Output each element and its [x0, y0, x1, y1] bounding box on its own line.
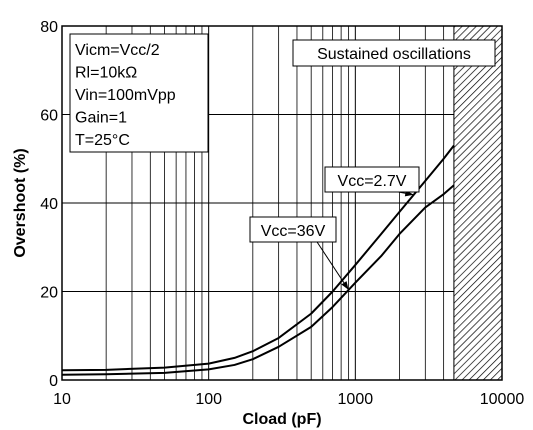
plot-frame	[61, 25, 503, 381]
x-tick-label: 10000	[480, 391, 525, 408]
oscillation-hatch	[453, 25, 503, 381]
condition-text: Vicm=Vcc/2	[75, 42, 160, 59]
series-label-arrow	[316, 241, 350, 291]
series-label-box	[249, 216, 337, 243]
condition-text: Rl=10kΩ	[75, 65, 137, 82]
conditions-box	[69, 33, 209, 153]
oscillation-region	[453, 25, 503, 381]
x-tick-label: 100	[195, 391, 222, 408]
y-tick-label: 0	[49, 373, 58, 390]
condition-text: Gain=1	[75, 110, 127, 127]
arrow-head	[341, 281, 349, 290]
y-tick-label: 60	[40, 108, 58, 125]
series-label: Vcc=2.7V	[338, 173, 407, 190]
region-label-box	[292, 39, 496, 67]
x-tick-label: 10	[53, 391, 71, 408]
plot-border	[61, 25, 503, 381]
annotations: Vicm=Vcc/2 Rl=10kΩ Vin=100mVpp Gain=1 T=25°C…	[69, 33, 496, 291]
series-line-1	[61, 184, 455, 376]
region-label: Sustained oscillations	[317, 46, 471, 63]
y-tick-label: 80	[40, 19, 58, 36]
condition-text: Vin=100mVpp	[75, 87, 176, 104]
y-tick-label: 20	[40, 285, 58, 302]
x-tick-label: 1000	[338, 391, 374, 408]
x-axis-label: Cload (pF)	[242, 411, 321, 428]
tick-labels: 0 20 40 60 80 10 100 1000 10000	[40, 19, 524, 408]
series-label: Vcc=36V	[261, 223, 326, 240]
y-axis-label: Overshoot (%)	[12, 148, 29, 257]
y-tick-label: 40	[40, 196, 58, 213]
series-label-box	[324, 166, 420, 193]
condition-text: T=25°C	[75, 132, 130, 149]
